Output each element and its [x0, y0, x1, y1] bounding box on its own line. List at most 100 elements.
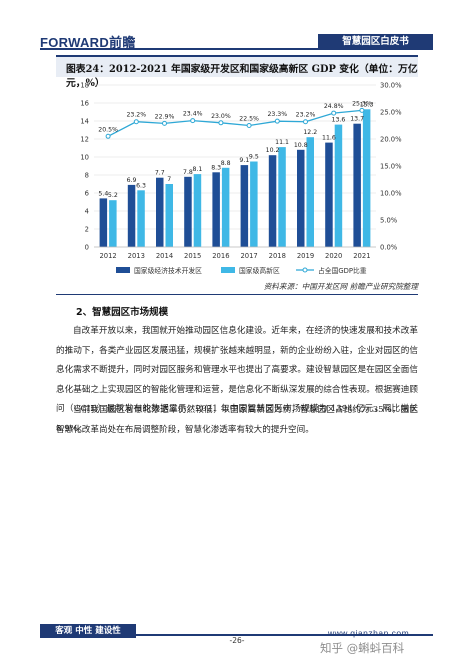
- legend-label-hitech-zone: 国家级高新区: [239, 266, 280, 275]
- line-data-label: 22.5%: [239, 116, 259, 123]
- line-data-label: 20.5%: [98, 126, 118, 133]
- bar-hitech-zone: [165, 184, 173, 247]
- y-right-tick-label: 0.0%: [380, 244, 398, 252]
- line-gdp-share: [107, 109, 362, 137]
- x-tick-label: 2012: [99, 252, 116, 260]
- bar-hitech-zone: [306, 137, 314, 247]
- footer-website-link[interactable]: www.qianzhan.com: [328, 628, 410, 638]
- bar-hitech-data-label: 12.2: [303, 129, 317, 136]
- line-data-label: 23.2%: [296, 112, 316, 119]
- report-tag: 智慧园区白皮书: [318, 34, 433, 50]
- figure-title: 图表24：2012-2021 年国家级开发区和国家级高新区 GDP 变化（单位：…: [66, 64, 418, 89]
- legend-swatch-hitech-zone: [221, 267, 235, 273]
- bar-hitech-data-label: 8.8: [221, 160, 231, 167]
- bar-hitech-data-label: 7: [167, 176, 171, 183]
- bar-econ-data-label: 8.3: [211, 164, 221, 171]
- line-data-label: 23.4%: [183, 111, 203, 118]
- bar-hitech-zone: [221, 167, 230, 247]
- y-right-tick-label: 30.0%: [380, 82, 402, 90]
- bar-econ-data-label: 7.7: [155, 170, 165, 177]
- line-gdp-share-point: [190, 118, 196, 124]
- page-number: -26-: [229, 636, 245, 645]
- footer-divider: [40, 634, 433, 636]
- figure-title-band: [56, 57, 418, 77]
- y-left-tick-label: 8: [85, 172, 89, 180]
- y-left-tick-label: 18: [80, 82, 89, 90]
- bar-econ-zone: [325, 142, 333, 247]
- bar-hitech-data-label: 13.6: [332, 117, 346, 124]
- y-left-tick-label: 0: [85, 244, 89, 252]
- y-left-tick-label: 2: [85, 226, 89, 234]
- y-left-tick-label: 6: [85, 190, 89, 198]
- bar-hitech-zone: [193, 174, 202, 247]
- bar-econ-zone: [184, 176, 192, 247]
- line-gdp-share-point: [246, 123, 252, 128]
- bar-hitech-zone: [362, 109, 371, 247]
- bar-econ-zone: [268, 155, 277, 247]
- line-data-label: 23.2%: [126, 112, 146, 119]
- page-header: FORWARD前瞻 智慧园区白皮书: [0, 0, 474, 52]
- bar-hitech-data-label: 11.1: [275, 139, 289, 146]
- line-gdp-share-point: [162, 120, 167, 126]
- y-left-tick-label: 14: [80, 118, 89, 126]
- x-tick-label: 2018: [269, 252, 286, 260]
- x-tick-label: 2015: [184, 252, 201, 260]
- bar-hitech-data-label: 8.1: [193, 166, 203, 173]
- bar-econ-data-label: 10.2: [266, 147, 280, 154]
- legend-label-econ-zone: 国家级经济技术开发区: [134, 266, 202, 275]
- bar-hitech-zone: [278, 147, 286, 247]
- bar-econ-zone: [240, 165, 249, 247]
- legend-swatch-econ-zone: [116, 267, 130, 273]
- bar-econ-data-label: 11.6: [322, 135, 336, 142]
- y-right-tick-label: 15.0%: [380, 163, 402, 171]
- bar-econ-data-label: 10.8: [294, 142, 308, 149]
- y-left-tick-label: 10: [80, 154, 89, 162]
- legend-label-gdp-share: 占全国GDP比重: [318, 266, 367, 275]
- bar-econ-data-label: 13.7: [350, 116, 364, 123]
- line-gdp-share-point: [274, 118, 280, 124]
- y-left-tick-label: 12: [80, 136, 89, 144]
- bar-econ-zone: [212, 172, 220, 247]
- line-gdp-share-point: [105, 133, 111, 139]
- paragraph-1: 自改革开放以来，我国就开始推动园区信息化建设。近年来，在经济的快速发展和技术改革…: [56, 326, 418, 434]
- x-tick-label: 2021: [353, 252, 370, 260]
- y-right-tick-label: 20.0%: [380, 136, 402, 144]
- line-gdp-share-point: [359, 107, 365, 113]
- bar-hitech-data-label: 6.3: [136, 182, 146, 189]
- bar-econ-data-label: 9.1: [239, 157, 249, 164]
- bar-hitech-data-label: 9.5: [249, 154, 259, 161]
- bar-hitech-zone: [334, 124, 343, 247]
- gdp-chart: 0 2 4 6 8 10 12 14 16 18 0.0% 5.0% 10.0% 15.0% 20.0% 25…: [80, 82, 402, 276]
- y-right-tick-label: 5.0%: [380, 217, 398, 225]
- line-data-label: 25.3%: [352, 100, 372, 107]
- bar-econ-zone: [297, 149, 305, 247]
- y-right-tick-label: 10.0%: [380, 190, 402, 198]
- bar-econ-zone: [353, 123, 361, 247]
- figure-24: 图表24：2012-2021 年国家级开发区和国家级高新区 GDP 变化（单位：…: [56, 55, 418, 295]
- bar-econ-zone: [156, 177, 164, 247]
- line-data-label: 23.3%: [267, 111, 287, 118]
- line-gdp-share-point: [331, 110, 337, 116]
- page-footer: 客观 中性 建设性: [40, 622, 433, 642]
- x-tick-label: 2014: [156, 252, 173, 260]
- bar-hitech-zone: [250, 161, 258, 247]
- bar-econ-zone: [127, 184, 136, 247]
- y-right-tick-label: 25.0%: [380, 109, 402, 117]
- paragraph-2: 当前我国园区智慧化渗透率仍然较低，以国家高新区为例，智慧园区占比约为 35%，园…: [56, 405, 418, 435]
- x-tick-label: 2017: [240, 252, 257, 260]
- footer-slogan: 客观 中性 建设性: [40, 624, 136, 638]
- y-left-tick-label: 16: [80, 100, 89, 108]
- x-tick-label: 2020: [325, 252, 342, 260]
- line-data-label: 24.8%: [324, 103, 344, 110]
- x-tick-label: 2013: [128, 252, 145, 260]
- figure-source: 资料来源：中国开发区网 前瞻产业研究院整理: [263, 282, 418, 291]
- bar-econ-zone: [99, 198, 108, 247]
- bar-econ-data-label: 5.4: [98, 190, 108, 197]
- section-title: 2、智慧园区市场规模: [76, 307, 169, 318]
- bar-hitech-data-label: 15.3: [360, 101, 374, 108]
- forward-logo: FORWARD前瞻: [40, 35, 136, 50]
- bar-hitech-zone: [137, 190, 145, 247]
- x-tick-label: 2016: [212, 252, 229, 260]
- line-gdp-share-point: [303, 119, 308, 125]
- line-gdp-share-point: [218, 120, 224, 126]
